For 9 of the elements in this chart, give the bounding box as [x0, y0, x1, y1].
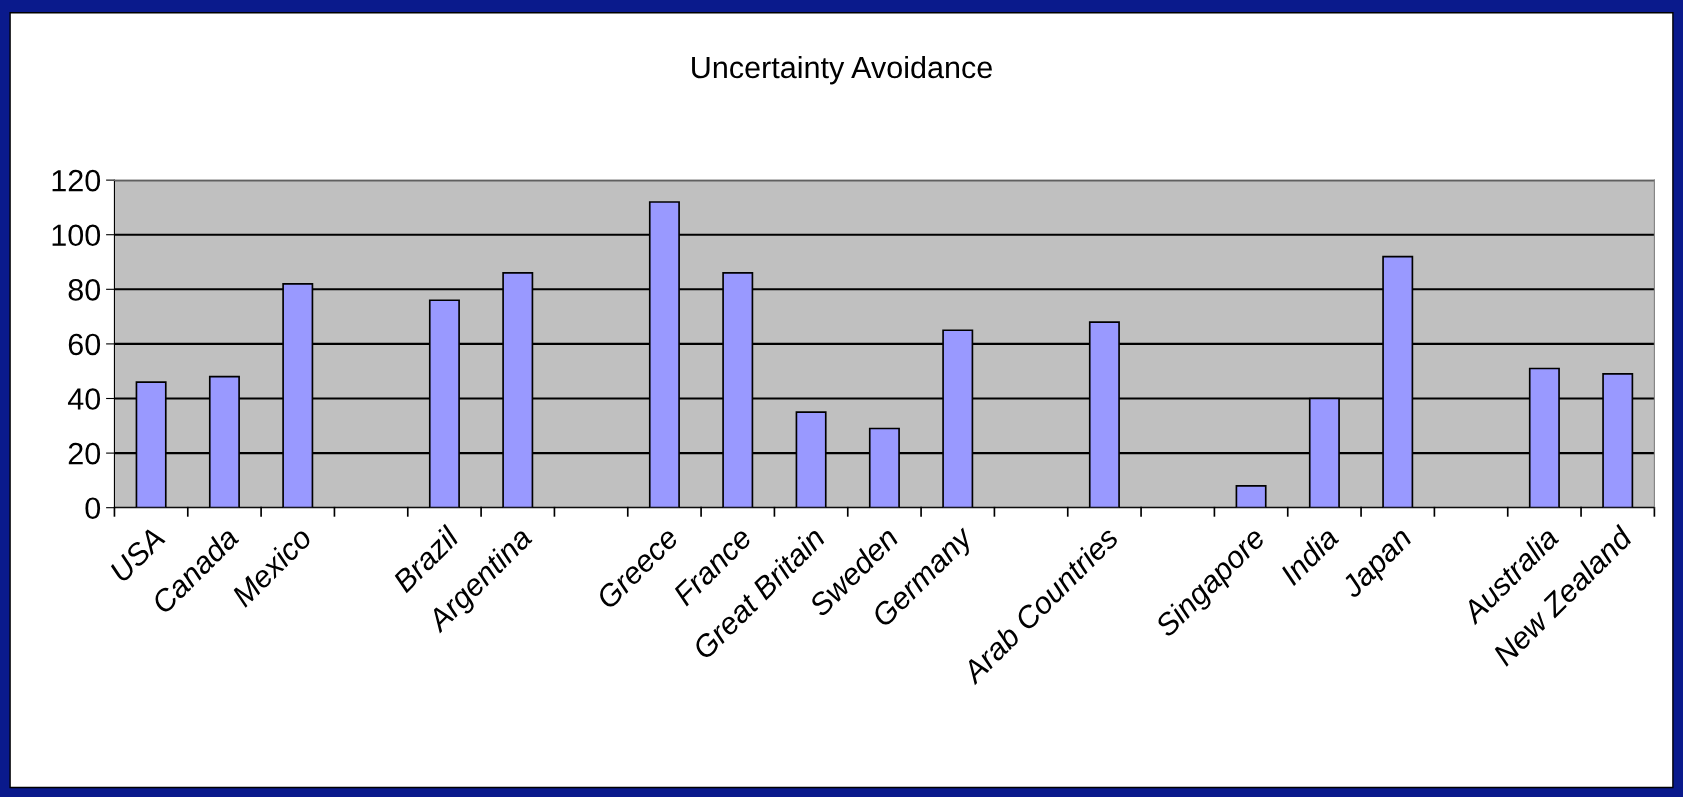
y-tick-label: 100: [52, 224, 101, 247]
y-tick-label: 20: [68, 442, 101, 465]
y-tick-label: 120: [52, 169, 101, 192]
y-tick-label: 60: [68, 333, 101, 356]
y-tick-label: 80: [68, 279, 101, 301]
bar: [1235, 485, 1267, 508]
y-tick-label: 0: [85, 497, 101, 520]
chart-title: Uncertainty Avoidance: [692, 55, 992, 85]
y-tick-label: 40: [67, 388, 101, 410]
